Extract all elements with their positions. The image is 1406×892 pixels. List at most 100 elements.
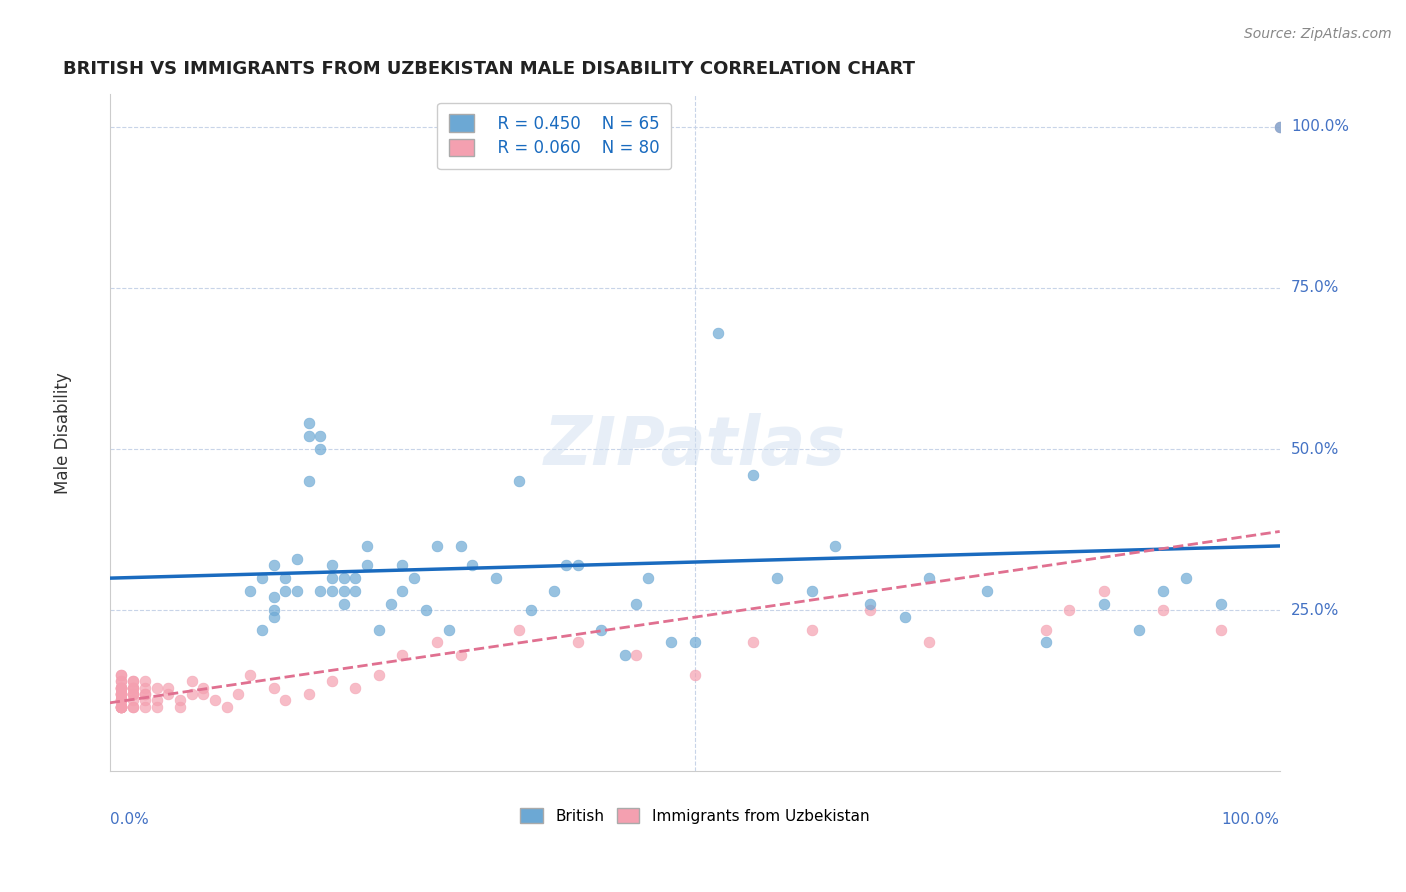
Point [122,687,145,701]
Text: Source: ZipAtlas.com: Source: ZipAtlas.com [1244,27,1392,41]
Point [567,635,589,649]
Point [426,539,449,553]
Point [1211,597,1233,611]
Point [367,623,389,637]
Point [110,667,132,681]
Point [274,693,297,707]
Point [415,603,437,617]
Point [239,667,262,681]
Text: ZIPatlas: ZIPatlas [544,413,846,479]
Point [321,674,343,689]
Point [122,687,145,701]
Point [134,693,156,707]
Point [274,583,297,598]
Point [134,699,156,714]
Point [215,699,238,714]
Point [391,648,413,663]
Point [426,635,449,649]
Point [110,667,132,681]
Point [263,603,285,617]
Point [309,442,332,456]
Point [800,583,823,598]
Point [1057,603,1080,617]
Point [110,699,132,714]
Point [110,693,132,707]
Text: 25.0%: 25.0% [1291,603,1339,617]
Point [742,635,765,649]
Point [859,603,882,617]
Point [298,429,321,443]
Point [228,687,250,701]
Point [1092,597,1115,611]
Point [274,571,297,585]
Point [683,635,706,649]
Point [110,693,132,707]
Point [380,597,402,611]
Point [1268,120,1291,134]
Point [356,539,378,553]
Point [110,687,132,701]
Point [461,558,484,572]
Point [637,571,659,585]
Point [800,623,823,637]
Point [157,681,180,695]
Point [110,681,132,695]
Point [344,681,367,695]
Point [555,558,578,572]
Text: 0.0%: 0.0% [110,812,149,827]
Point [122,681,145,695]
Point [122,699,145,714]
Point [122,674,145,689]
Point [110,687,132,701]
Point [298,475,321,489]
Point [321,558,343,572]
Point [1268,120,1291,134]
Point [391,583,413,598]
Point [332,571,354,585]
Point [298,687,321,701]
Point [344,571,367,585]
Point [659,635,682,649]
Point [110,699,132,714]
Point [1092,583,1115,598]
Point [1128,623,1150,637]
Point [122,693,145,707]
Point [626,648,648,663]
Point [122,699,145,714]
Point [180,674,202,689]
Point [263,558,285,572]
Point [204,693,226,707]
Point [391,558,413,572]
Point [169,699,191,714]
Text: 100.0%: 100.0% [1222,812,1279,827]
Point [110,681,132,695]
Point [110,693,132,707]
Point [285,551,308,566]
Point [332,583,354,598]
Point [402,571,425,585]
Point [145,681,167,695]
Point [1152,583,1174,598]
Point [508,623,530,637]
Point [508,475,530,489]
Point [321,583,343,598]
Point [976,583,998,598]
Point [122,681,145,695]
Point [543,583,565,598]
Point [894,609,917,624]
Point [110,699,132,714]
Point [1152,603,1174,617]
Point [122,687,145,701]
Point [122,674,145,689]
Text: Male Disability: Male Disability [53,372,72,494]
Point [707,326,730,340]
Point [110,681,132,695]
Point [332,597,354,611]
Point [145,693,167,707]
Point [110,674,132,689]
Point [134,687,156,701]
Text: 100.0%: 100.0% [1291,120,1348,134]
Point [239,583,262,598]
Point [859,597,882,611]
Point [157,687,180,701]
